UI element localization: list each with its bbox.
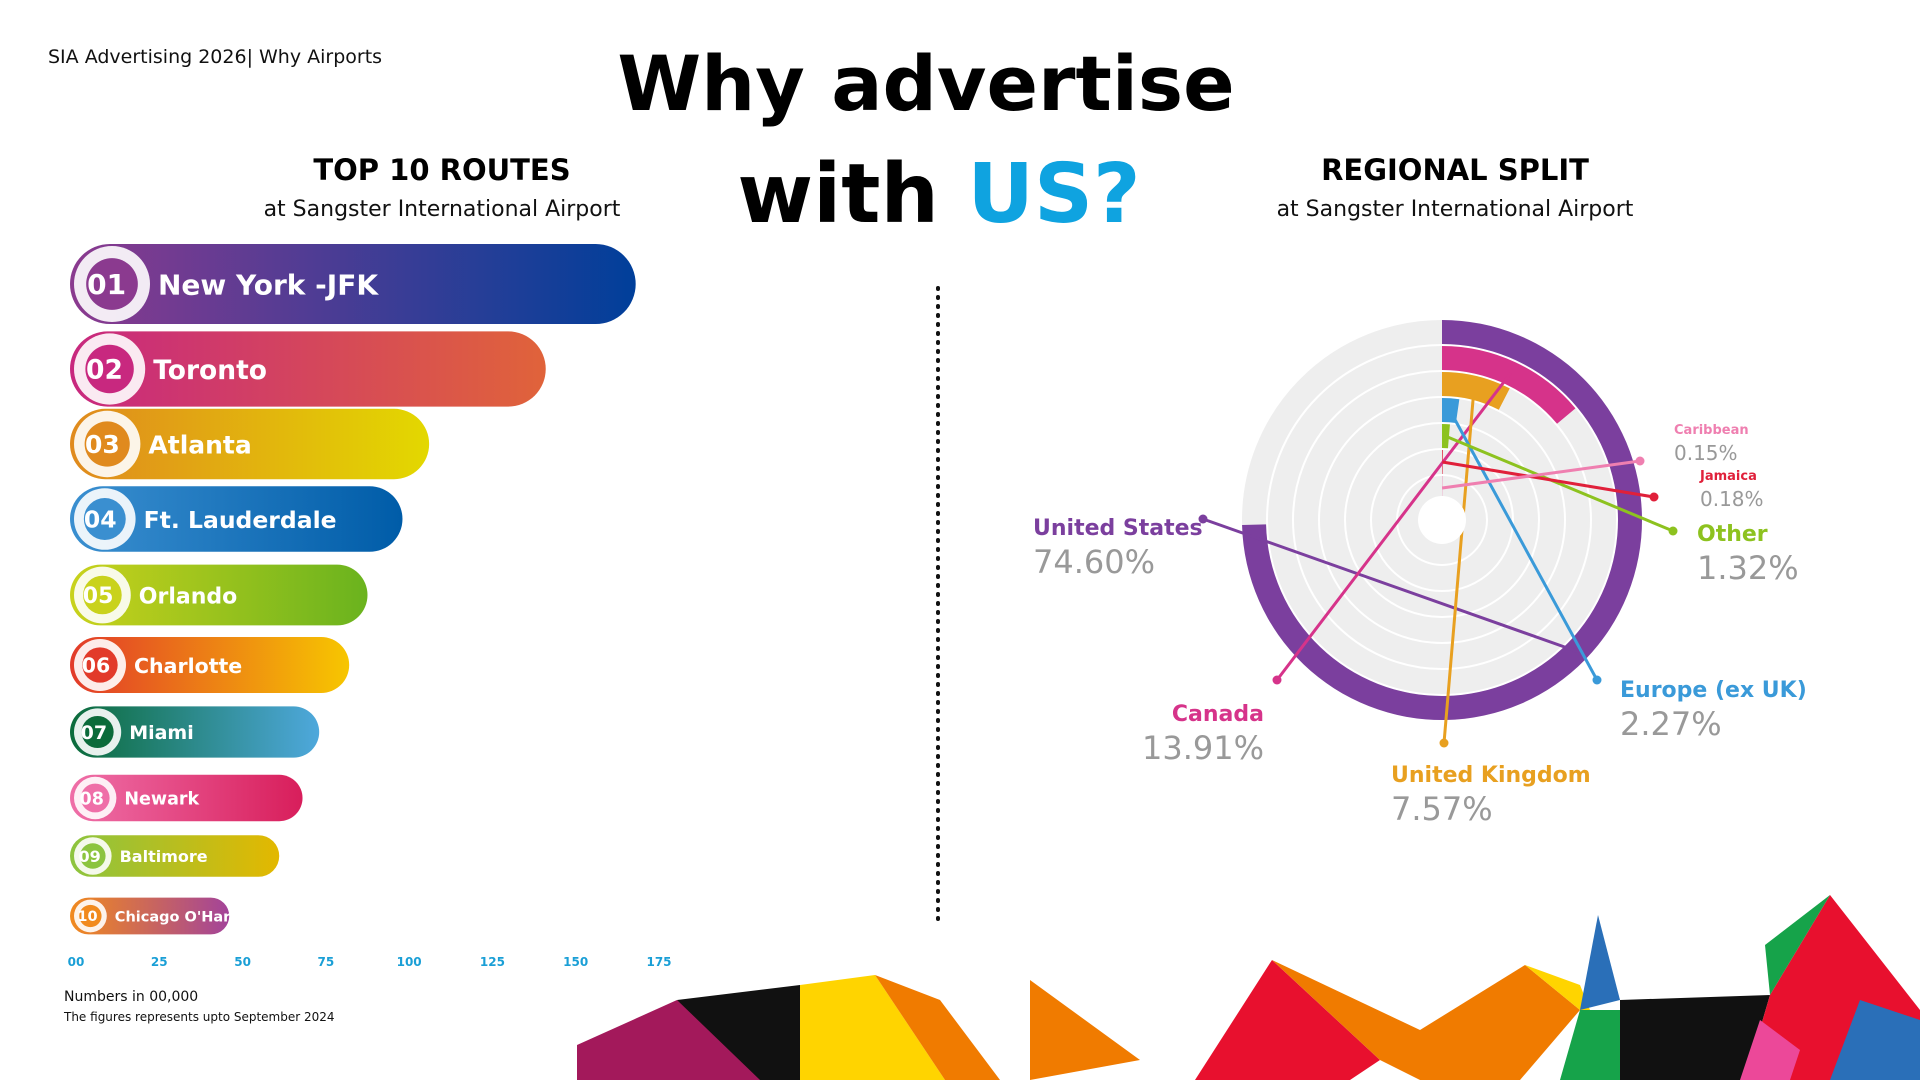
bar-label: Newark (124, 790, 199, 810)
bar-label: Toronto (153, 355, 267, 386)
bar (70, 486, 403, 552)
leader-line (1448, 409, 1599, 681)
rank-label: 03 (85, 430, 120, 459)
center-hole (1418, 496, 1466, 544)
value-label: 13.91% (1142, 729, 1264, 767)
rank-badge (79, 904, 102, 928)
leader-line (1202, 517, 1578, 653)
rank-label: 08 (80, 789, 104, 809)
leader-dot (1439, 738, 1449, 748)
chart-subtitle: at Sangster International Airport (264, 197, 621, 222)
leader-dot (1668, 526, 1678, 536)
bar (70, 706, 320, 758)
value-label: 2.27% (1620, 705, 1722, 743)
chart-title: TOP 10 ROUTES (313, 153, 570, 187)
chart-subtitle: at Sangster International Airport (1277, 197, 1634, 222)
title: with US? (737, 147, 1140, 242)
chart-title: REGIONAL SPLIT (1321, 153, 1589, 187)
note: Numbers in 00,000 (64, 989, 198, 1005)
bar-label: Chicago O'Hare (115, 910, 241, 926)
leader-dot (1272, 675, 1282, 685)
leader-line (1444, 434, 1674, 533)
note: The figures represents upto September 20… (63, 1010, 335, 1024)
rank-badge (84, 421, 130, 467)
rank-label: 04 (84, 505, 117, 533)
bar (70, 637, 350, 693)
bar-label: Miami (129, 722, 194, 744)
value-label: 7.57% (1391, 790, 1493, 828)
x-tick-label: 125 (480, 955, 505, 969)
bar-label: Ft. Lauderdale (144, 506, 337, 534)
rank-label: 01 (87, 268, 126, 301)
bar (70, 897, 230, 935)
legend-label: Canada (1172, 702, 1264, 727)
x-tick-label: 100 (397, 955, 422, 969)
bar (70, 408, 430, 480)
rank-label: 02 (86, 355, 123, 386)
leader-line (1441, 459, 1641, 490)
rank-badge (85, 344, 134, 394)
bar-label: Baltimore (120, 847, 208, 866)
legend-label: Jamaica (1699, 469, 1757, 484)
value-label: 1.32% (1697, 549, 1799, 587)
rank-badge (81, 715, 114, 749)
ring-arc (1442, 346, 1576, 424)
leader-dot (1592, 675, 1602, 685)
rank-badge (80, 843, 106, 869)
legend-label: Other (1697, 522, 1768, 547)
bar (70, 244, 636, 324)
legend-label: Caribbean (1674, 423, 1749, 438)
bar-label: Orlando (139, 584, 237, 609)
title: Why advertise (617, 39, 1234, 128)
bar (70, 835, 280, 877)
rank-badge (82, 647, 118, 683)
rank-label: 09 (78, 847, 100, 866)
bar-label: Atlanta (148, 431, 251, 460)
decoration (577, 895, 1920, 1080)
x-tick-label: 25 (151, 955, 168, 969)
x-tick-label: 00 (68, 955, 85, 969)
bar-label: New York -JFK (158, 269, 379, 302)
rank-label: 07 (81, 722, 107, 744)
leader-dot (1635, 456, 1645, 466)
legend-label: United Kingdom (1391, 763, 1591, 788)
value-label: 74.60% (1033, 543, 1155, 581)
legend-label: United States (1033, 516, 1203, 541)
leader-dot (1198, 514, 1208, 524)
bar (70, 564, 368, 626)
x-tick-label: 50 (234, 955, 251, 969)
bar-label: Charlotte (134, 654, 242, 678)
bar (70, 774, 303, 822)
value-label: 0.15% (1674, 441, 1738, 465)
ring-arc (1442, 372, 1510, 410)
rank-badge (83, 575, 122, 615)
rank-badge (86, 258, 138, 310)
legend-label: Europe (ex UK) (1620, 678, 1807, 703)
rank-badge (83, 498, 126, 540)
title-highlight: US? (967, 147, 1140, 242)
rank-label: 06 (82, 653, 111, 677)
x-tick-label: 150 (563, 955, 588, 969)
brand: SIA Advertising 2026| Why Airports (48, 46, 382, 68)
title-word: with (737, 147, 938, 242)
bar (70, 331, 546, 407)
x-tick-label: 75 (318, 955, 335, 969)
leader-dot (1649, 492, 1659, 502)
rank-label: 10 (77, 909, 97, 925)
rank-label: 05 (83, 584, 114, 609)
rank-badge (80, 783, 110, 813)
leader-line (1442, 460, 1655, 499)
value-label: 0.18% (1700, 487, 1764, 511)
x-tick-label: 175 (646, 955, 671, 969)
